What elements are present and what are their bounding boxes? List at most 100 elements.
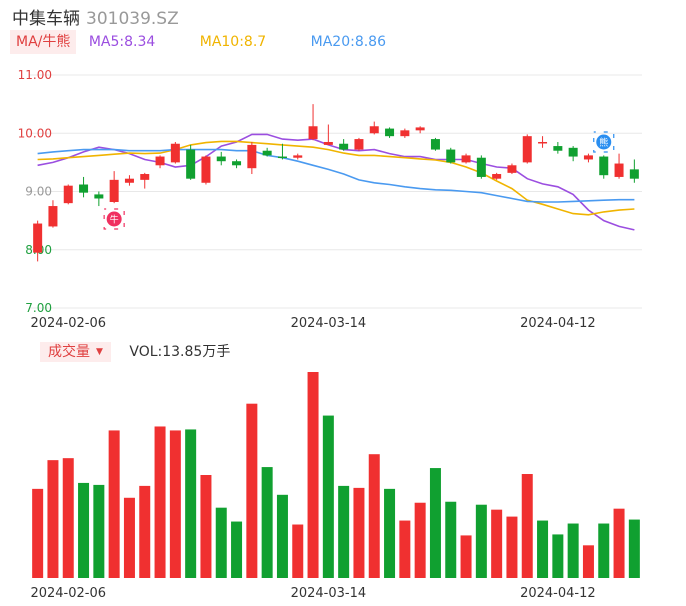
- candle-body: [507, 165, 517, 173]
- volume-bar: [123, 497, 135, 578]
- candle-body: [201, 156, 211, 183]
- bear-badge-icon[interactable]: 熊: [593, 131, 615, 153]
- volume-bar: [429, 468, 441, 578]
- ma-line-ma5: [37, 133, 635, 231]
- candle: [247, 141, 257, 175]
- candle-body: [308, 126, 318, 140]
- volume-bar: [62, 458, 74, 578]
- volume-bar: [353, 487, 365, 578]
- volume-bar: [368, 454, 380, 578]
- candle: [629, 159, 639, 183]
- badge-circle: [596, 134, 612, 150]
- candle: [48, 200, 58, 228]
- candle-body: [430, 139, 440, 150]
- candle: [568, 146, 578, 162]
- candle-body: [461, 155, 471, 163]
- candle-body: [216, 156, 226, 162]
- candle: [277, 143, 287, 160]
- volume-bar: [445, 501, 457, 578]
- candle-body: [262, 150, 272, 156]
- badge-circle: [106, 211, 122, 227]
- ma20-label: MA20:8.86: [310, 34, 386, 50]
- candle-body: [415, 127, 425, 131]
- candle-body: [369, 126, 379, 134]
- volume-bar: [521, 474, 533, 578]
- candle: [232, 159, 242, 169]
- candle-body: [170, 143, 180, 163]
- candle-body: [583, 155, 593, 160]
- stock-title: 中集车辆 301039.SZ: [12, 4, 179, 29]
- x-axis-tick-label: 2024-02-06: [30, 586, 106, 601]
- candle: [170, 141, 180, 164]
- volume-bar: [139, 485, 151, 578]
- candle: [293, 153, 303, 160]
- stock-code: 301039.SZ: [86, 9, 179, 29]
- volume-bar: [567, 523, 579, 578]
- candle: [538, 136, 548, 148]
- candle: [109, 171, 119, 204]
- volume-bar: [154, 426, 166, 578]
- bull-badge-icon[interactable]: 牛: [103, 208, 125, 230]
- caret-down-icon: ▼: [96, 347, 103, 357]
- x-axis-tick-label: 2024-04-12: [520, 586, 596, 601]
- badge-label: 牛: [110, 214, 119, 226]
- candle-body: [614, 163, 624, 177]
- volume-bar: [307, 372, 319, 578]
- volume-bar: [582, 545, 594, 578]
- candle: [63, 184, 73, 205]
- candle-body: [79, 184, 89, 193]
- volume-bar: [169, 430, 181, 578]
- volume-bar: [598, 523, 610, 578]
- candle: [79, 176, 89, 198]
- ma5-label: MA5:8.34: [88, 34, 156, 50]
- badge-label: 熊: [599, 137, 608, 149]
- volume-bar: [108, 430, 120, 578]
- candle-body: [568, 147, 578, 157]
- candle: [461, 153, 471, 164]
- candle-body: [400, 130, 410, 137]
- stock-name: 中集车辆: [12, 9, 80, 29]
- candle: [369, 121, 379, 135]
- volume-bar: [628, 519, 640, 578]
- candle: [308, 104, 318, 141]
- volume-bar: [414, 502, 426, 578]
- candle: [140, 172, 150, 189]
- candle: [583, 153, 593, 163]
- candle: [339, 139, 349, 151]
- volume-bar: [322, 415, 334, 578]
- candle-body: [109, 179, 119, 202]
- candle: [476, 155, 486, 179]
- candle: [400, 128, 410, 138]
- candle-body: [186, 149, 196, 179]
- candle: [354, 137, 364, 151]
- volume-bar: [93, 484, 105, 578]
- ma-line-ma20: [37, 148, 635, 203]
- badge-frame: [103, 208, 125, 230]
- y-axis-tick-label: 10.00: [18, 126, 52, 140]
- volume-legend: 成交量 ▼ VOL:13.85万手: [40, 342, 230, 362]
- volume-indicator-button[interactable]: 成交量 ▼: [40, 342, 111, 362]
- ma-legend: MA/牛熊 MA5:8.34 MA10:8.7 MA20:8.86: [10, 30, 386, 54]
- candle-body: [476, 157, 486, 177]
- candle-body: [492, 174, 502, 179]
- candle-body: [522, 136, 532, 163]
- candle: [446, 147, 456, 164]
- candle: [94, 191, 104, 207]
- candle: [155, 155, 165, 169]
- y-axis-tick-label: 11.00: [18, 68, 52, 82]
- candle: [415, 126, 425, 134]
- volume-bar: [613, 508, 625, 578]
- candle-body: [553, 146, 563, 151]
- candle-body: [63, 185, 73, 204]
- candle: [262, 147, 272, 157]
- ma-indicator-button[interactable]: MA/牛熊: [10, 30, 77, 54]
- volume-bar: [215, 507, 227, 578]
- x-axis-tick-label: 2024-02-06: [30, 316, 106, 331]
- candle-body: [155, 156, 165, 166]
- candle: [124, 175, 134, 186]
- x-axis-tick-label: 2024-04-12: [520, 316, 596, 331]
- candle-body: [232, 161, 242, 166]
- candle-body: [599, 156, 609, 176]
- candle-body: [33, 223, 43, 253]
